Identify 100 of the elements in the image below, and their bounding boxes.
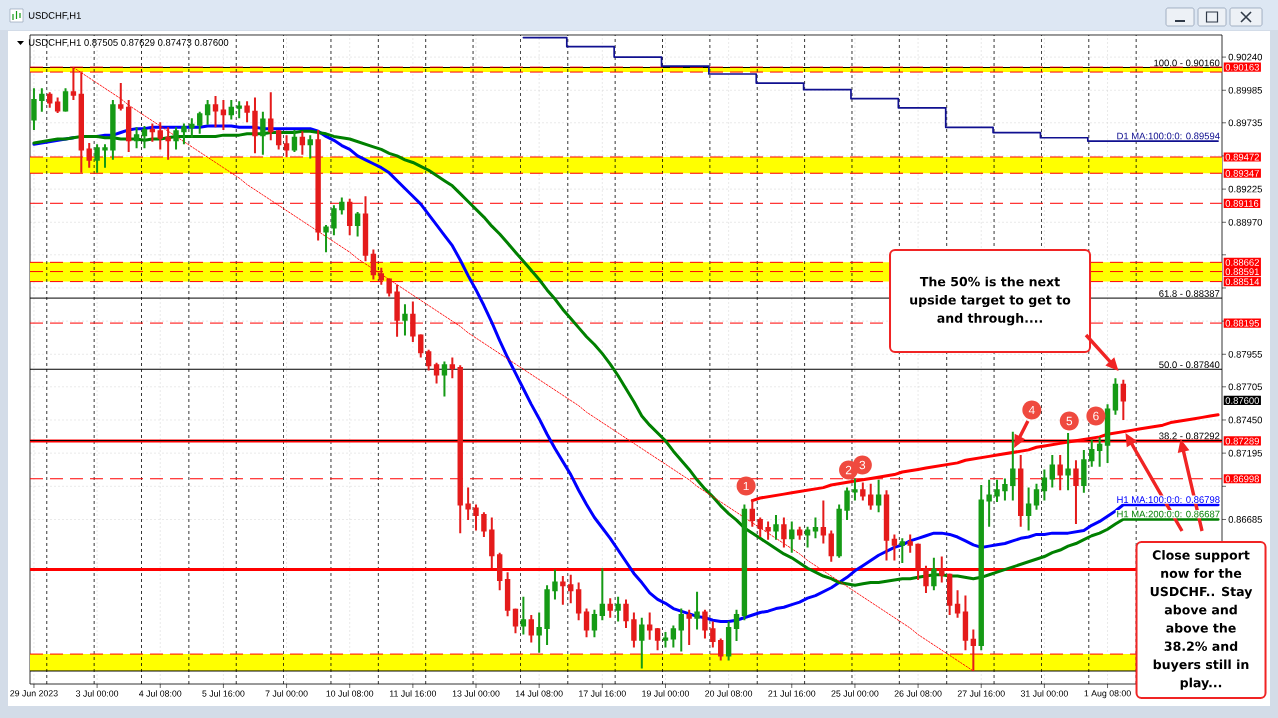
candlestick — [449, 356, 456, 380]
candlestick — [986, 478, 992, 528]
candlestick — [568, 573, 574, 605]
candlestick — [299, 130, 306, 156]
candlestick — [812, 516, 819, 540]
y-tick-label: 0.89985 — [1228, 86, 1263, 94]
candlestick — [473, 503, 479, 532]
candlestick — [1010, 430, 1016, 502]
candlestick — [899, 537, 905, 565]
y-tick-label: 0.87195 — [1228, 449, 1263, 457]
y-tick-label: 0.90240 — [1228, 53, 1263, 61]
x-tick-label: 7 Jul 00:00 — [265, 690, 308, 697]
x-tick-label: 4 Jul 08:00 — [139, 690, 182, 697]
x-tick-label: 29 Jun 2023 — [10, 690, 58, 697]
candlestick — [141, 125, 148, 150]
candlestick — [1096, 435, 1103, 468]
ref-line-label: 0.89472 — [1225, 153, 1259, 161]
x-tick-label: 19 Jul 00:00 — [642, 690, 689, 697]
candlestick — [157, 121, 163, 151]
annotation: Close support now for the USDCHF.. Stay above and above the 38.2% and buyers still in play... — [1150, 550, 1253, 690]
candlestick — [236, 100, 242, 120]
candlestick — [102, 143, 108, 169]
x-tick-label: 5 Jul 16:00 — [202, 690, 245, 697]
x-tick-label: 20 Jul 08:00 — [705, 690, 753, 697]
candlestick — [39, 87, 45, 113]
candlestick — [1049, 454, 1055, 489]
y-tick-label: 0.86685 — [1228, 516, 1263, 523]
candlestick — [757, 516, 763, 539]
annotation: 1 — [743, 481, 749, 491]
annotation: The 50% is the next upside target to get to and through.... — [910, 276, 1071, 326]
candlestick — [1041, 468, 1048, 502]
candlestick — [291, 128, 298, 154]
annotation: 5 — [1066, 416, 1073, 426]
candlestick — [1073, 459, 1079, 526]
candlestick — [954, 589, 961, 619]
candlestick — [860, 481, 866, 502]
candlestick — [410, 300, 416, 343]
x-tick-label: 26 Jul 08:00 — [894, 690, 942, 697]
y-tick-label: 0.89225 — [1228, 185, 1263, 193]
candlestick — [591, 608, 598, 639]
candlestick — [354, 210, 361, 238]
candlestick — [94, 143, 100, 174]
candlestick — [268, 91, 274, 142]
candlestick — [465, 486, 471, 522]
candlestick — [481, 511, 487, 539]
candlestick — [1057, 454, 1063, 492]
candlestick — [315, 128, 321, 242]
candlestick — [662, 630, 669, 649]
ref-line-label: 0.86998 — [1225, 475, 1260, 483]
series-label: D1 MA:100:0:0: 0.89594 — [1117, 132, 1220, 140]
candlestick — [962, 594, 969, 652]
candlestick — [891, 533, 898, 562]
candlestick — [923, 564, 929, 594]
candlestick — [970, 628, 977, 672]
candlestick — [394, 283, 400, 338]
candlestick — [441, 360, 448, 398]
candlestick — [702, 608, 708, 640]
candlestick — [678, 607, 684, 653]
candlestick — [402, 303, 408, 337]
ref-line-label: 0.88514 — [1225, 278, 1260, 286]
candlestick — [820, 499, 827, 545]
ref-line-label: 0.89347 — [1225, 170, 1259, 177]
ref-line-label: 0.89116 — [1225, 200, 1259, 207]
candlestick — [804, 525, 811, 549]
annotation: 61.8 - 0.88387 — [1159, 290, 1220, 297]
candlestick — [1033, 482, 1040, 511]
candlestick — [244, 100, 250, 124]
candlestick — [204, 99, 211, 126]
y-tick-label: 0.88970 — [1228, 218, 1263, 226]
x-tick-label: 13 Jul 00:00 — [452, 690, 500, 697]
annotation: 38.2 - 0.87292 — [1159, 432, 1220, 440]
annotation: 6 — [1093, 411, 1099, 421]
candlestick — [670, 624, 677, 649]
candlestick — [1120, 378, 1127, 421]
candlestick — [915, 542, 921, 581]
candlestick — [528, 614, 534, 644]
x-tick-label: 1 Aug 08:00 — [1084, 690, 1131, 699]
candlestick — [197, 110, 203, 135]
candlestick — [607, 597, 613, 619]
candlestick — [773, 513, 779, 541]
candlestick — [1025, 486, 1032, 532]
annotation: 4 — [1028, 405, 1035, 415]
candlestick — [1065, 431, 1071, 492]
candlestick — [165, 126, 171, 161]
x-tick-label: 11 Jul 16:00 — [389, 690, 437, 697]
candlestick — [1081, 448, 1087, 494]
candlestick — [781, 516, 787, 549]
candlestick — [54, 96, 61, 115]
annotation: 50.0 - 0.87840 — [1159, 361, 1220, 369]
candlestick — [220, 99, 227, 131]
candlestick — [868, 482, 874, 511]
candlestick — [654, 627, 661, 652]
candlestick — [544, 584, 550, 646]
candlestick — [536, 611, 542, 654]
candlestick — [386, 277, 392, 298]
y-tick-label: 0.87955 — [1228, 350, 1263, 358]
candlestick — [694, 590, 700, 631]
candlestick — [1104, 403, 1111, 464]
candlestick — [994, 478, 1000, 503]
candlestick — [283, 134, 290, 159]
